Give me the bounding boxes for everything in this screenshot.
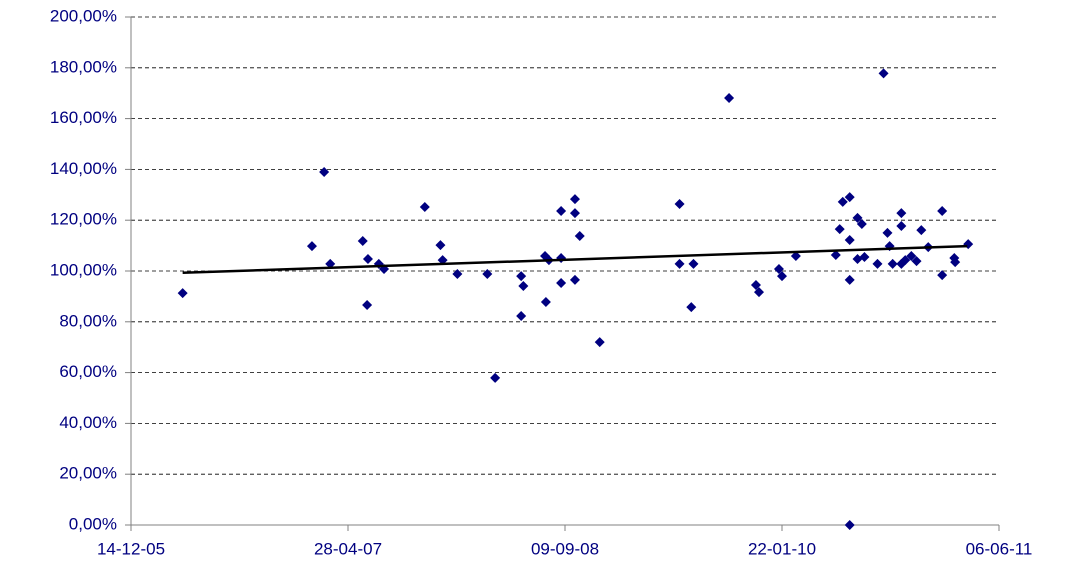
point <box>437 255 448 266</box>
point <box>856 219 867 230</box>
y-tick-label: 0,00% <box>69 514 117 533</box>
point <box>419 201 430 212</box>
x-tick-label: 22-01-10 <box>748 539 816 558</box>
point <box>490 372 501 383</box>
point <box>452 269 463 280</box>
point <box>688 258 699 269</box>
point <box>906 251 917 262</box>
point <box>837 196 848 207</box>
point <box>674 258 685 269</box>
point <box>325 258 336 269</box>
y-tick-label: 100,00% <box>50 260 117 279</box>
point <box>882 227 893 238</box>
y-tick-label: 180,00% <box>50 57 117 76</box>
point <box>569 194 580 205</box>
y-tick-label: 60,00% <box>59 362 117 381</box>
point <box>540 296 551 307</box>
point <box>777 271 787 282</box>
point <box>911 256 922 267</box>
point <box>482 269 493 280</box>
point <box>900 255 911 266</box>
point <box>878 68 889 79</box>
y-tick-label: 140,00% <box>50 159 117 178</box>
point <box>569 274 580 285</box>
point <box>887 258 898 269</box>
point <box>362 254 373 265</box>
point <box>773 263 784 274</box>
point <box>896 208 907 219</box>
point <box>896 221 907 232</box>
y-tick-label: 80,00% <box>59 311 117 330</box>
x-tick-label: 14-12-05 <box>97 539 165 558</box>
y-tick-label: 120,00% <box>50 210 117 229</box>
point <box>753 287 764 298</box>
point <box>937 270 948 281</box>
point <box>686 302 697 313</box>
y-tick-label: 160,00% <box>50 108 117 127</box>
point <box>556 206 567 217</box>
point <box>790 251 801 262</box>
point <box>556 253 567 264</box>
y-tick-label: 20,00% <box>59 464 117 483</box>
x-tick-label: 06-06-11 <box>966 539 1033 558</box>
point <box>750 279 761 290</box>
point <box>306 241 317 252</box>
point <box>844 235 855 246</box>
point <box>916 225 927 236</box>
point <box>859 252 870 263</box>
point <box>518 280 529 291</box>
point <box>319 166 330 177</box>
point <box>516 271 527 282</box>
point <box>844 520 855 530</box>
point <box>574 230 585 241</box>
point <box>357 236 368 247</box>
point <box>516 310 527 321</box>
point <box>556 277 567 288</box>
point <box>724 93 735 104</box>
point <box>844 192 855 203</box>
point <box>852 212 863 223</box>
point <box>834 224 845 235</box>
point <box>594 337 605 348</box>
point <box>872 258 883 269</box>
point <box>937 206 948 217</box>
point <box>435 240 446 251</box>
point <box>177 288 188 299</box>
point <box>569 208 580 219</box>
x-tick-label: 09-09-08 <box>531 539 599 558</box>
point <box>674 198 685 209</box>
y-tick-label: 200,00% <box>50 6 117 25</box>
point <box>830 249 841 260</box>
x-tick-label: 28-04-07 <box>314 539 382 558</box>
point <box>950 257 961 268</box>
point <box>963 239 974 250</box>
point <box>362 300 373 311</box>
point <box>844 274 855 285</box>
trendline <box>182 244 968 275</box>
y-tick-label: 40,00% <box>59 413 117 432</box>
